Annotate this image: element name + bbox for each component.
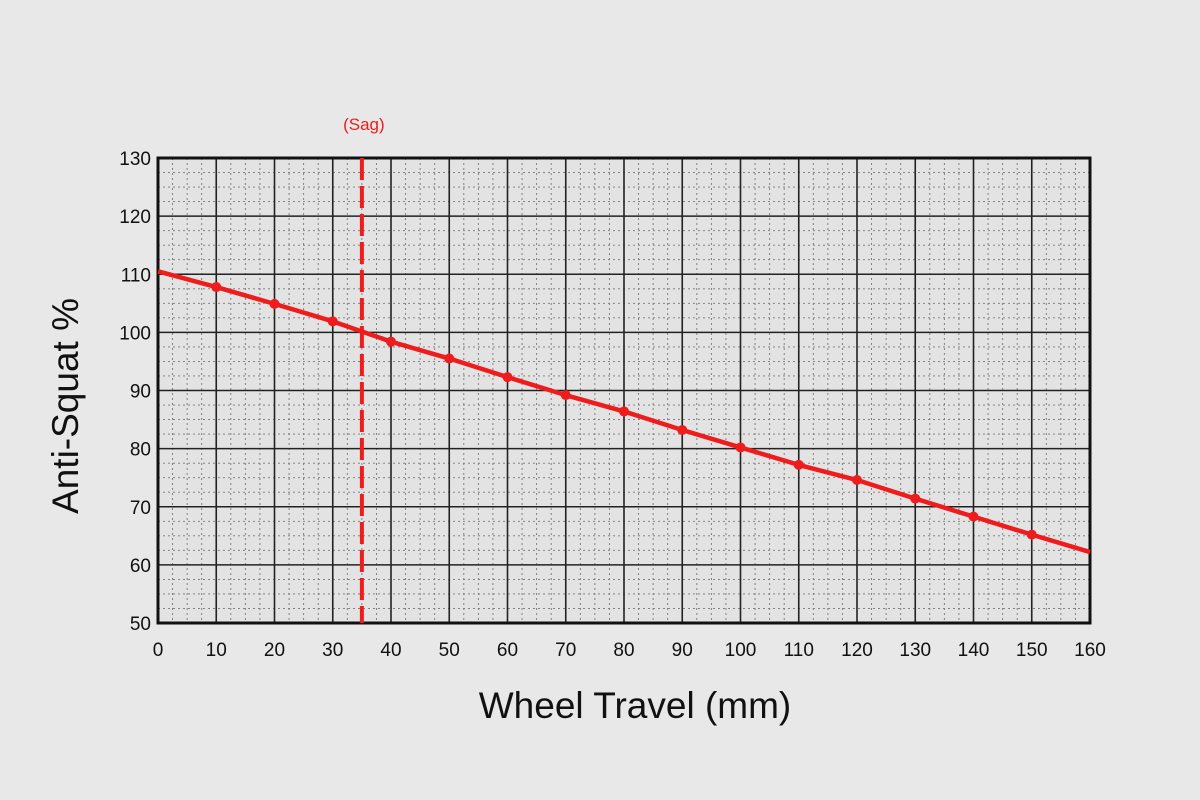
x-tick-label: 40: [380, 640, 401, 661]
data-point: [852, 475, 862, 486]
x-tick-label: 100: [725, 640, 757, 661]
x-tick-label: 60: [497, 640, 518, 661]
x-tick-label: 80: [613, 640, 634, 661]
data-point: [968, 511, 979, 522]
data-point: [1026, 529, 1037, 540]
x-tick-label: 0: [153, 640, 164, 661]
data-point: [793, 459, 804, 470]
y-tick-label: 90: [130, 382, 151, 403]
x-tick-label: 150: [1016, 640, 1048, 661]
y-tick-label: 130: [119, 149, 151, 170]
x-tick-label: 50: [439, 640, 460, 661]
x-tick-label: 120: [841, 640, 873, 661]
x-tick-label: 70: [555, 640, 576, 661]
y-axis-title: Anti-Squat %: [45, 298, 86, 514]
x-tick-label: 30: [322, 640, 343, 661]
tick-labels: 0 10 20 30 40 50 60 70 80 90 100 110 120 130 140 150 160…: [119, 149, 1106, 661]
data-point: [677, 425, 688, 436]
y-tick-label: 70: [130, 498, 151, 519]
annotation-layer: (Sag): [343, 115, 385, 623]
data-point: [269, 298, 280, 309]
data-point: [560, 390, 571, 401]
x-tick-label: 130: [899, 640, 931, 661]
y-tick-label: 100: [119, 323, 151, 344]
data-point: [910, 493, 921, 504]
y-tick-label: 80: [130, 440, 151, 461]
data-point: [502, 372, 513, 383]
data-point: [735, 442, 746, 453]
x-tick-label: 10: [206, 640, 227, 661]
data-point: [211, 282, 222, 293]
x-tick-label: 160: [1074, 640, 1106, 661]
x-tick-label: 110: [784, 640, 814, 661]
plot-frame: [156, 156, 1092, 625]
y-tick-label: 110: [121, 265, 151, 286]
data-point: [619, 406, 629, 417]
y-tick-label: 50: [130, 614, 151, 635]
data-point: [386, 336, 396, 347]
x-tick-label: 20: [264, 640, 285, 661]
x-tick-label: 90: [672, 640, 693, 661]
x-axis-title: Wheel Travel (mm): [479, 685, 791, 726]
x-tick-label: 140: [958, 640, 990, 661]
y-tick-label: 120: [119, 207, 151, 228]
y-tick-label: 60: [130, 556, 151, 577]
data-point: [444, 353, 455, 364]
data-point: [327, 316, 338, 327]
series-layer: [157, 269, 1091, 555]
sag-label: (Sag): [343, 115, 385, 134]
